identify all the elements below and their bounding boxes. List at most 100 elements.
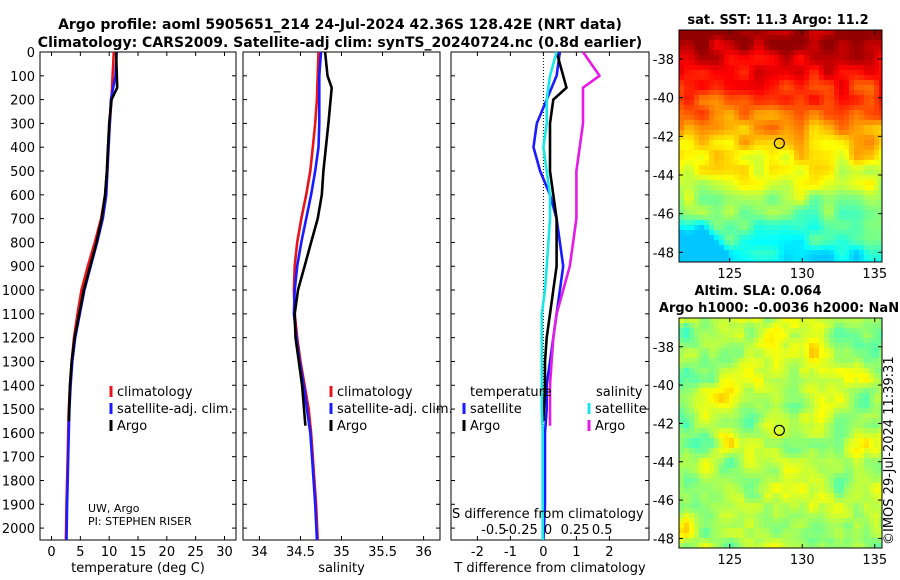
map-cell — [694, 443, 700, 449]
map-cell — [859, 538, 865, 544]
map-cell — [879, 50, 883, 56]
map-cell — [729, 235, 735, 241]
map-cell — [774, 378, 780, 384]
map-cell — [774, 110, 780, 116]
map-cell — [759, 180, 765, 186]
map-cell — [679, 473, 685, 479]
map-cell — [809, 353, 815, 359]
map-cell — [869, 35, 875, 41]
map-cell — [879, 60, 883, 66]
map-cell — [874, 140, 880, 146]
map-cell — [849, 348, 855, 354]
map-cell — [729, 190, 735, 196]
map-cell — [744, 185, 750, 191]
map-cell — [869, 145, 875, 151]
x-tick-label: 10 — [101, 545, 118, 560]
map-cell — [819, 40, 825, 46]
map-cell — [854, 225, 860, 231]
map-cell — [704, 195, 710, 201]
map-cell — [834, 473, 840, 479]
map-cell — [779, 175, 785, 181]
map-cell — [854, 438, 860, 444]
map-cell — [809, 393, 815, 399]
map-cell — [759, 348, 765, 354]
map-cell — [799, 498, 805, 504]
map-cell — [809, 95, 815, 101]
map-cell — [764, 145, 770, 151]
map-cell — [874, 240, 880, 246]
map-cell — [684, 533, 690, 539]
map-cell — [789, 333, 795, 339]
map-cell — [789, 543, 795, 549]
map-cell — [879, 100, 883, 106]
map-cell — [784, 473, 790, 479]
map-cell — [699, 185, 705, 191]
map-cell — [699, 85, 705, 91]
map-cell — [769, 423, 775, 429]
map-cell — [864, 468, 870, 474]
map-cell — [739, 145, 745, 151]
map-cell — [819, 333, 825, 339]
map-cell — [814, 433, 820, 439]
map-cell — [809, 145, 815, 151]
map-cell — [874, 145, 880, 151]
map-cell — [829, 358, 835, 364]
map-cell — [794, 473, 800, 479]
map-cell — [794, 363, 800, 369]
map-cell — [689, 30, 695, 36]
map-cell — [749, 125, 755, 131]
map-cell — [879, 388, 883, 394]
map-cell — [764, 348, 770, 354]
map-cell — [879, 353, 883, 359]
map-cell — [759, 493, 765, 499]
map-cell — [804, 338, 810, 344]
map-cell — [714, 508, 720, 514]
map-cell — [744, 513, 750, 519]
map-cell — [769, 150, 775, 156]
map-cell — [874, 408, 880, 414]
map-cell — [874, 170, 880, 176]
map-cell — [834, 85, 840, 91]
map-cell — [849, 255, 855, 261]
map-cell — [764, 333, 770, 339]
map-cell — [754, 45, 760, 51]
map-cell — [689, 180, 695, 186]
map-cell — [759, 408, 765, 414]
map-cell — [864, 353, 870, 359]
map-cell — [734, 140, 740, 146]
map-cell — [719, 523, 725, 529]
map-cell — [739, 80, 745, 86]
map-cell — [864, 35, 870, 41]
map-cell — [859, 388, 865, 394]
map-cell — [864, 205, 870, 211]
map-cell — [869, 185, 875, 191]
map-cell — [829, 383, 835, 389]
map-cell — [864, 245, 870, 251]
map-cell — [689, 358, 695, 364]
map-cell — [759, 463, 765, 469]
map-cell — [844, 383, 850, 389]
map-cell — [729, 140, 735, 146]
map-cell — [774, 50, 780, 56]
map-cell — [759, 498, 765, 504]
map-cell — [699, 200, 705, 206]
map-cell — [689, 378, 695, 384]
map-cell — [814, 260, 820, 263]
map-cell — [739, 518, 745, 524]
map-cell — [789, 388, 795, 394]
map-cell — [829, 533, 835, 539]
map-cell — [834, 363, 840, 369]
map-cell — [704, 363, 710, 369]
map-cell — [749, 135, 755, 141]
map-cell — [714, 200, 720, 206]
map-cell — [704, 503, 710, 509]
map-cell — [694, 45, 700, 51]
map-cell — [719, 343, 725, 349]
map-cell — [874, 528, 880, 534]
map-cell — [754, 483, 760, 489]
map-cell — [689, 438, 695, 444]
map-cell — [744, 438, 750, 444]
map-cell — [779, 250, 785, 256]
map-cell — [854, 30, 860, 36]
map-cell — [719, 428, 725, 434]
